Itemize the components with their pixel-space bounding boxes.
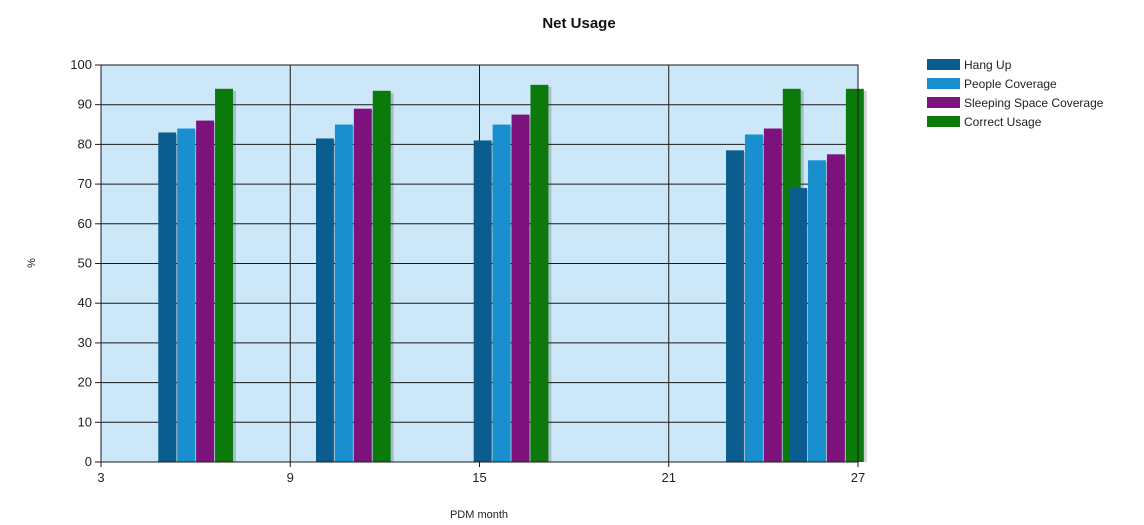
y-tick-label: 60 bbox=[78, 216, 92, 231]
bar bbox=[511, 114, 530, 462]
x-axis-label: PDM month bbox=[450, 509, 508, 521]
bar bbox=[726, 150, 744, 463]
legend-swatch bbox=[927, 59, 960, 70]
bar bbox=[177, 128, 196, 462]
bar bbox=[845, 88, 864, 462]
legend-label: People Coverage bbox=[964, 77, 1057, 91]
bar bbox=[334, 124, 353, 463]
y-tick-label: 20 bbox=[78, 375, 92, 390]
y-tick-label: 50 bbox=[78, 256, 92, 271]
legend-swatch bbox=[927, 78, 960, 89]
legend-label: Hang Up bbox=[964, 58, 1012, 72]
bars bbox=[158, 84, 867, 463]
x-tick-label: 3 bbox=[97, 470, 104, 485]
chart-title: Net Usage bbox=[542, 15, 615, 32]
bar bbox=[744, 134, 763, 462]
y-tick-label: 100 bbox=[70, 57, 92, 72]
y-tick-label: 40 bbox=[78, 295, 92, 310]
bar bbox=[826, 154, 845, 462]
legend-swatch bbox=[927, 116, 960, 127]
y-tick-label: 90 bbox=[78, 97, 92, 112]
x-tick-label: 21 bbox=[662, 470, 676, 485]
y-tick-label: 30 bbox=[78, 335, 92, 350]
bar bbox=[353, 108, 372, 463]
y-tick-label: 0 bbox=[85, 454, 92, 469]
bar bbox=[215, 88, 233, 462]
legend-label: Correct Usage bbox=[964, 115, 1042, 129]
legend-label: Sleeping Space Coverage bbox=[964, 96, 1104, 110]
y-tick-label: 10 bbox=[78, 414, 92, 429]
bar bbox=[158, 132, 177, 463]
legend-swatch bbox=[927, 97, 960, 108]
bar bbox=[315, 138, 334, 462]
bar bbox=[473, 140, 492, 462]
x-tick-label: 15 bbox=[472, 470, 486, 485]
bar bbox=[492, 124, 511, 463]
bar bbox=[196, 120, 215, 462]
y-tick-label: 70 bbox=[78, 176, 92, 191]
y-axis-ticks: 0 10 20 30 40 50 60 70 80 90 100 bbox=[70, 57, 101, 469]
bar bbox=[763, 128, 782, 462]
bar bbox=[372, 90, 391, 463]
bar bbox=[789, 188, 808, 462]
x-axis-ticks: 3 9 15 21 27 bbox=[97, 462, 865, 485]
y-tick-label: 80 bbox=[78, 136, 92, 151]
bar bbox=[530, 84, 549, 462]
legend: Hang Up People Coverage Sleeping Space Cov… bbox=[927, 58, 1104, 129]
x-tick-label: 9 bbox=[287, 470, 294, 485]
bar bbox=[808, 160, 826, 462]
x-tick-label: 27 bbox=[851, 470, 865, 485]
y-axis-label: % bbox=[26, 258, 38, 268]
